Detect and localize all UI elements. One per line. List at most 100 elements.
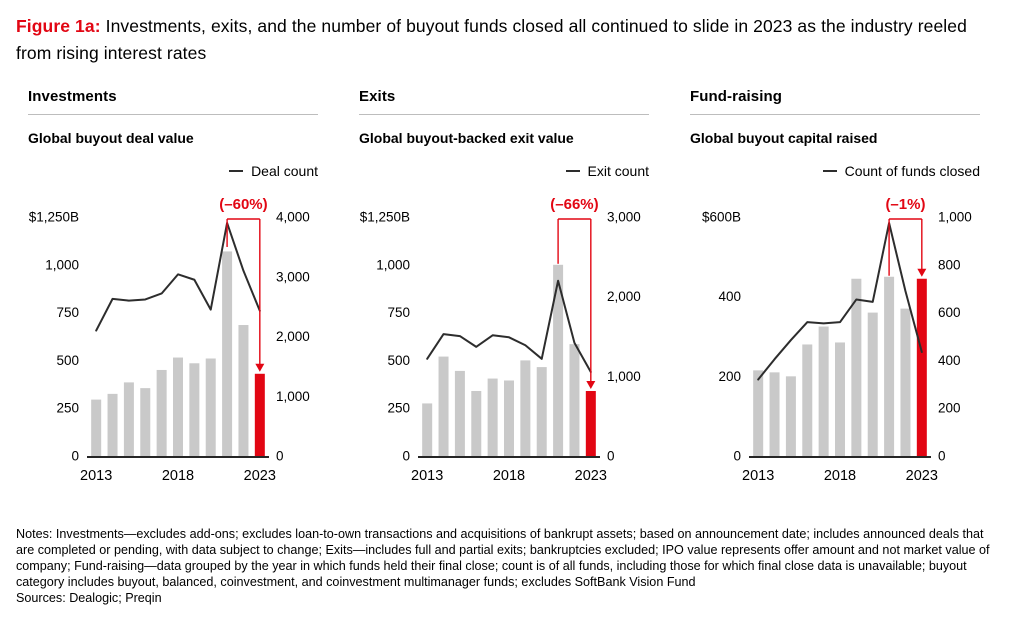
left-axis-tick: 0 xyxy=(71,449,79,464)
bar-2016 xyxy=(802,344,813,456)
count-line xyxy=(95,221,261,332)
panel-subtitle-investments: Global buyout deal value xyxy=(28,130,194,146)
right-axis-tick: 800 xyxy=(938,257,961,272)
bar-2017 xyxy=(156,369,167,456)
year-tick: 2018 xyxy=(824,468,856,484)
right-axis-tick: 4,000 xyxy=(276,210,310,225)
sources-text: Sources: Dealogic; Preqin xyxy=(16,591,162,605)
bar-2019 xyxy=(189,363,200,456)
right-axis-tick: 0 xyxy=(938,449,946,464)
figure-title-text: Investments, exits, and the number of bu… xyxy=(16,16,967,63)
bar-2013 xyxy=(422,403,433,456)
left-axis-tick: 1,000 xyxy=(45,257,79,272)
bar-2019 xyxy=(851,278,862,456)
panel-header-fund-raising: Fund-raising xyxy=(690,88,980,115)
chart-panels: Investments Global buyout deal value Dea… xyxy=(28,88,1012,494)
left-axis-tick: 400 xyxy=(718,289,741,304)
left-axis-tick: 750 xyxy=(387,305,410,320)
exits-chart: $1,250B 1,000 750 500 250 0 3,000 2,000 1,000 0 20… xyxy=(359,189,649,494)
bar-2018 xyxy=(835,342,845,456)
panel-investments: Investments Global buyout deal value Dea… xyxy=(28,88,318,494)
decline-arrow-head xyxy=(586,380,596,389)
left-axis-tick: 0 xyxy=(733,449,741,464)
footnotes: Notes: Investments—excludes add-ons; exc… xyxy=(16,526,1004,606)
panel-header-investments: Investments xyxy=(28,88,318,115)
right-axis-tick: 2,000 xyxy=(276,329,310,344)
right-axis-tick: 3,000 xyxy=(607,210,641,225)
left-axis-tick: $600B xyxy=(702,210,741,225)
left-axis-tick: 750 xyxy=(56,305,79,320)
decline-percent-label: (–60%) xyxy=(219,196,267,213)
legend-deal-count: Deal count xyxy=(28,163,318,179)
right-axis-tick: 0 xyxy=(276,449,284,464)
right-axis-tick: 3,000 xyxy=(276,269,310,284)
year-tick: 2013 xyxy=(411,468,443,484)
bar-2018 xyxy=(173,357,183,456)
bar-2014 xyxy=(438,356,449,456)
legend-label: Exit count xyxy=(587,163,649,179)
legend-exit-count: Exit count xyxy=(359,163,649,179)
panel-subtitle-exits: Global buyout-backed exit value xyxy=(359,130,574,146)
legend-label: Deal count xyxy=(251,163,318,179)
decline-arrow-head xyxy=(255,363,265,372)
left-axis-tick: 250 xyxy=(387,401,410,416)
right-axis-tick: 2,000 xyxy=(607,289,641,304)
decline-annotation: (–66%) xyxy=(550,196,599,389)
chart-svg: $1,250B1,00075050025003,0002,0001,000020… xyxy=(360,196,641,484)
panel-exits: Exits Global buyout-backed exit value Ex… xyxy=(359,88,649,494)
figure-title: Figure 1a: Investments, exits, and the n… xyxy=(16,13,968,67)
bar-2021 xyxy=(884,276,895,456)
fund-raising-chart: $600B 400 200 0 1,000 800 600 400 200 0 2013 2018 20… xyxy=(690,189,980,494)
bar-2020 xyxy=(536,367,547,456)
panel-header-exits: Exits xyxy=(359,88,649,115)
year-tick: 2013 xyxy=(742,468,774,484)
legend-funds-closed-count: Count of funds closed xyxy=(690,163,980,179)
year-tick: 2018 xyxy=(162,468,194,484)
right-axis-tick: 200 xyxy=(938,401,961,416)
year-tick: 2023 xyxy=(575,468,607,484)
bar-2023 xyxy=(585,390,596,456)
legend-label: Count of funds closed xyxy=(844,163,980,179)
figure-number: Figure 1a: xyxy=(16,16,101,36)
panel-fund-raising: Fund-raising Global buyout capital raise… xyxy=(690,88,980,494)
bar-2014 xyxy=(769,372,780,456)
bar-2016 xyxy=(140,388,151,456)
bar-2020 xyxy=(205,358,216,456)
decline-percent-label: (–1%) xyxy=(885,196,925,213)
left-axis-tick: 250 xyxy=(56,401,79,416)
chart-svg: $1,250B 1,000 750 500 250 0 4,000 3,000 2,000 1,0… xyxy=(29,196,310,484)
bar-2021 xyxy=(222,251,233,456)
left-axis-tick: 500 xyxy=(387,353,410,368)
year-tick: 2023 xyxy=(906,468,938,484)
right-axis-tick: 600 xyxy=(938,305,961,320)
bar-2017 xyxy=(818,326,829,456)
right-axis-tick: 1,000 xyxy=(276,389,310,404)
count-line xyxy=(426,279,592,373)
right-axis-tick: 0 xyxy=(607,449,615,464)
left-axis-tick: 0 xyxy=(402,449,410,464)
bar-2022 xyxy=(900,308,911,456)
notes-text: Notes: Investments—excludes add-ons; exc… xyxy=(16,527,990,589)
bar-2019 xyxy=(520,360,531,456)
bar-2013 xyxy=(753,370,764,456)
left-axis-tick: 200 xyxy=(718,369,741,384)
bar-2015 xyxy=(123,382,134,456)
bar-2015 xyxy=(785,376,796,456)
left-axis-tick: 500 xyxy=(56,353,79,368)
legend-line-swatch xyxy=(822,170,837,172)
bar-2017 xyxy=(487,378,498,456)
bar-2013 xyxy=(91,399,102,456)
decline-percent-label: (–66%) xyxy=(550,196,598,213)
investments-chart: $1,250B 1,000 750 500 250 0 4,000 3,000 2,000 1,0… xyxy=(28,189,318,494)
bar-2015 xyxy=(454,370,465,456)
bar-2023 xyxy=(916,278,927,456)
panel-subtitle-fund-raising: Global buyout capital raised xyxy=(690,130,878,146)
left-axis-tick: 1,000 xyxy=(376,257,410,272)
right-axis-tick: 1,000 xyxy=(607,369,641,384)
bar-2021 xyxy=(553,264,564,456)
right-axis-tick: 1,000 xyxy=(938,210,972,225)
left-axis-tick: $1,250B xyxy=(360,210,410,225)
bar-2022 xyxy=(569,344,580,456)
